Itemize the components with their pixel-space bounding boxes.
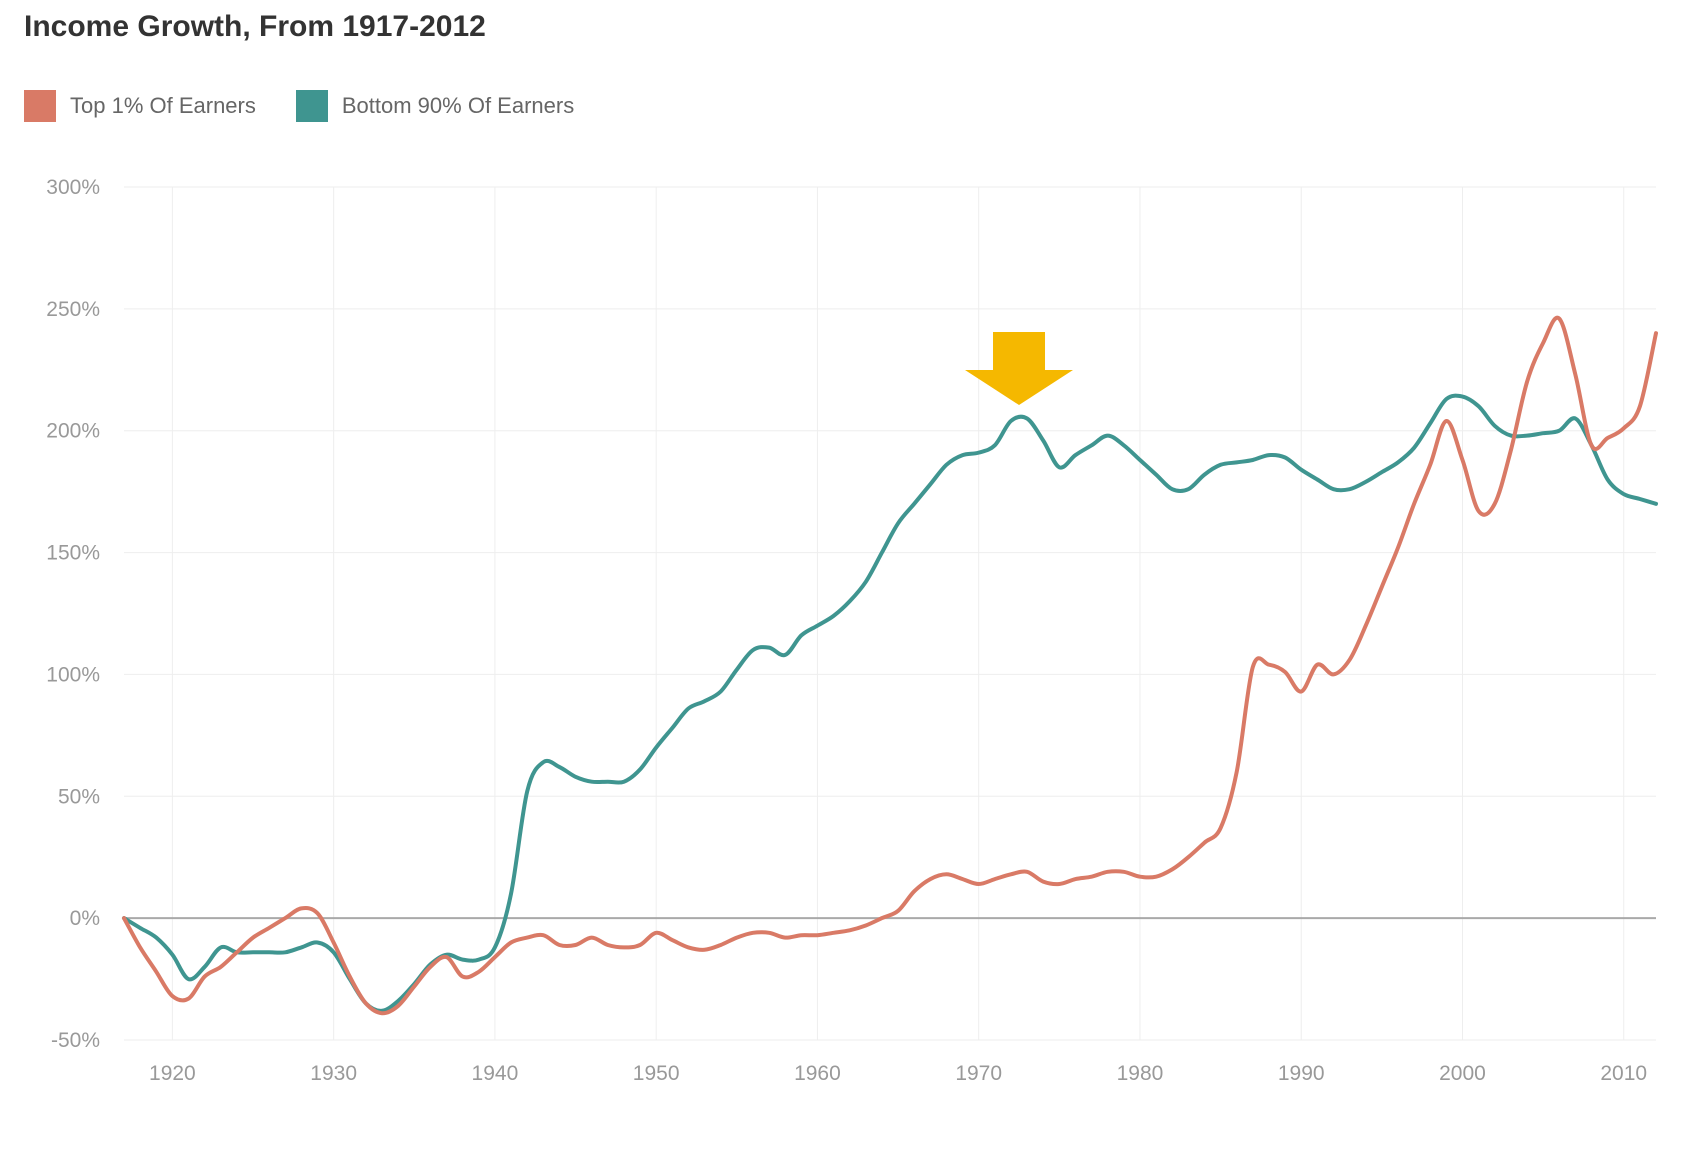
x-tick-label: 1930 <box>310 1062 357 1085</box>
x-tick-label: 2010 <box>1600 1062 1647 1085</box>
legend-label-bottom90: Bottom 90% Of Earners <box>341 93 575 118</box>
chart-ticks: -50% 0% 50% 100% 150% 200% 250% 300% 1920 1930 194… <box>46 176 1647 1085</box>
y-tick-label: 0% <box>70 907 100 930</box>
legend-swatch-top1 <box>24 90 56 122</box>
chart-grid <box>124 186 1656 1041</box>
y-tick-label: 100% <box>46 663 100 686</box>
chart-legend: Top 1% Of Earners Bottom 90% Of Earners <box>24 90 614 122</box>
x-tick-label: 1960 <box>794 1062 841 1085</box>
legend-item-top1: Top 1% Of Earners <box>24 90 256 122</box>
annotation-group <box>965 332 1074 405</box>
series-line-top1 <box>122 315 1658 1016</box>
legend-label-top1: Top 1% Of Earners <box>70 93 256 118</box>
chart-title: Income Growth, From 1917-2012 <box>24 10 486 43</box>
x-tick-label: 1950 <box>633 1062 680 1085</box>
legend-item-bottom90: Bottom 90% Of Earners <box>295 90 575 122</box>
x-tick-label: 1920 <box>149 1062 196 1085</box>
y-tick-label: 300% <box>46 176 100 199</box>
down-arrow-icon <box>965 332 1074 405</box>
x-tick-label: 1970 <box>955 1062 1002 1085</box>
x-tick-label: 1990 <box>1278 1062 1325 1085</box>
x-tick-label: 1980 <box>1117 1062 1164 1085</box>
y-tick-label: 200% <box>46 420 100 443</box>
y-tick-label: -50% <box>51 1029 100 1052</box>
legend-swatch-bottom90 <box>295 90 328 122</box>
series-line-bottom90 <box>122 393 1658 1013</box>
x-tick-label: 1940 <box>472 1062 519 1085</box>
chart-lines <box>122 315 1658 1016</box>
y-tick-label: 250% <box>46 298 100 321</box>
x-tick-label: 2000 <box>1439 1062 1486 1085</box>
y-tick-label: 150% <box>46 542 100 565</box>
y-tick-label: 50% <box>58 785 100 808</box>
